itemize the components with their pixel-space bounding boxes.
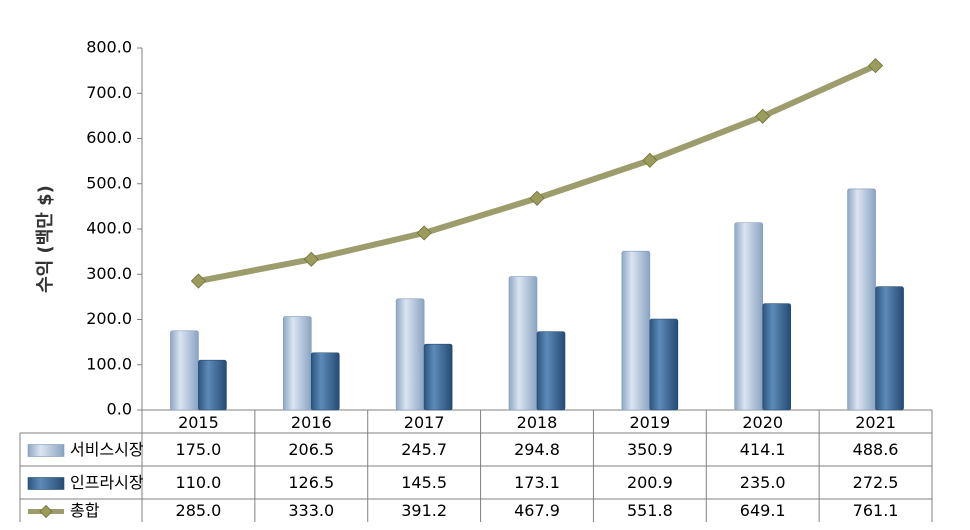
line-marker-총합-2020 (755, 108, 771, 124)
y-tick-label: 300.0 (86, 264, 132, 283)
bar-인프라시장-2016 (310, 352, 340, 411)
table-cell-서비스시장-2019: 350.9 (627, 440, 673, 459)
line-marker-총합-2018 (529, 190, 545, 206)
table-cell-서비스시장-2015: 175.0 (176, 440, 222, 459)
table-cell-인프라시장-2021: 272.5 (853, 473, 899, 492)
table-cell-총합-2021: 761.1 (853, 501, 899, 520)
y-tick-label: 700.0 (86, 83, 132, 102)
bar-인프라시장-2021 (875, 286, 904, 411)
table-cell-총합-2018: 467.9 (514, 501, 560, 520)
x-tick-label: 2020 (742, 413, 783, 432)
x-tick-label: 2017 (404, 413, 445, 432)
y-tick-label: 0.0 (107, 400, 132, 419)
y-tick-label: 800.0 (86, 38, 132, 57)
table-cell-총합-2015: 285.0 (176, 501, 222, 520)
bar-인프라시장-2019 (649, 318, 679, 411)
table-cell-인프라시장-2019: 200.9 (627, 473, 673, 492)
x-tick-label: 2016 (291, 413, 332, 432)
y-axis-title: 수익 (백만 $) (35, 185, 56, 293)
table-cell-서비스시장-2020: 414.1 (740, 440, 786, 459)
table-cell-인프라시장-2017: 145.5 (401, 473, 447, 492)
line-marker-총합-2017 (416, 225, 432, 241)
y-tick-label: 100.0 (86, 354, 132, 373)
bar-인프라시장-2017 (423, 343, 453, 411)
table-cell-서비스시장-2016: 206.5 (288, 440, 334, 459)
y-tick-label: 500.0 (86, 173, 132, 192)
table-cell-서비스시장-2018: 294.8 (514, 440, 560, 459)
line-layer (190, 58, 884, 289)
table-cell-인프라시장-2020: 235.0 (740, 473, 786, 492)
bar-서비스시장-2020 (734, 222, 764, 411)
table-cell-서비스시장-2021: 488.6 (853, 440, 899, 459)
axes-layer: 0.0 100.0 200.0 300.0 400.0 500.0 600.0 700.0 80… (35, 38, 932, 419)
line-marker-총합-2016 (303, 251, 319, 267)
bar-서비스시장-2015 (170, 330, 199, 411)
table-cell-서비스시장-2017: 245.7 (401, 440, 447, 459)
table-cell-인프라시장-2016: 126.5 (288, 473, 334, 492)
bar-서비스시장-2016 (282, 316, 312, 411)
line-marker-총합-2021 (868, 58, 884, 74)
line-marker-총합-2019 (642, 152, 658, 168)
x-tick-label: 2018 (517, 413, 558, 432)
data-table: 2015 2016 2017 2018 2019 2020 2021 서비스시장 175.0 20… (19, 410, 933, 522)
table-cell-총합-2017: 391.2 (401, 501, 447, 520)
y-tick-label: 400.0 (86, 219, 132, 238)
legend-key-서비스시장 (27, 444, 65, 457)
bar-서비스시장-2021 (847, 188, 876, 411)
y-tick-label: 600.0 (86, 128, 132, 147)
line-marker-총합-2015 (190, 273, 206, 289)
bars-layer (170, 188, 904, 411)
legend-label-인프라시장: 인프라시장 (70, 473, 144, 492)
table-cell-인프라시장-2015: 110.0 (176, 473, 222, 492)
table-cell-총합-2020: 649.1 (740, 501, 786, 520)
y-tick-label: 200.0 (86, 309, 132, 328)
bar-인프라시장-2015 (198, 359, 227, 411)
legend-key-marker-총합 (39, 504, 53, 519)
bar-인프라시장-2018 (536, 331, 566, 411)
table-cell-총합-2019: 551.8 (627, 501, 673, 520)
x-tick-label: 2021 (855, 413, 896, 432)
x-tick-label: 2019 (629, 413, 670, 432)
table-cell-총합-2016: 333.0 (288, 501, 334, 520)
bar-인프라시장-2020 (762, 303, 792, 411)
legend-label-서비스시장: 서비스시장 (70, 440, 144, 459)
legend-label-총합: 총합 (70, 501, 100, 520)
table-cell-인프라시장-2018: 173.1 (514, 473, 560, 492)
bar-서비스시장-2019 (621, 250, 651, 411)
line-series-총합 (195, 62, 879, 285)
bar-서비스시장-2018 (508, 276, 538, 411)
legend-key-인프라시장 (27, 477, 65, 490)
bar-서비스시장-2017 (395, 298, 425, 411)
x-tick-label: 2015 (178, 413, 219, 432)
